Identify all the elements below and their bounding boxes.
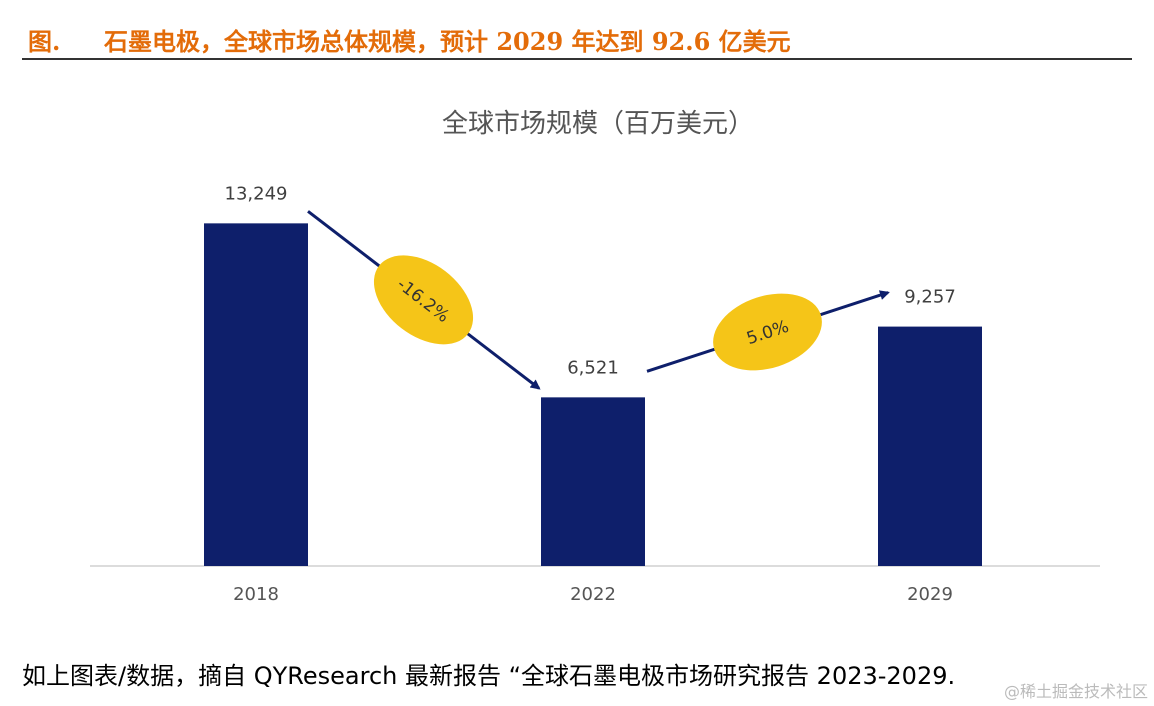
source-note: 如上图表/数据，摘自 QYResearch 最新报告 “全球石墨电极市场研究报告…	[22, 662, 956, 690]
watermark: @稀土掘金技术社区	[1003, 678, 1148, 702]
x-tick-label-2018: 2018	[233, 584, 279, 605]
figure-header: 图. 石墨电极，全球市场总体规模，预计 2029 年达到 92.6 亿美元	[22, 18, 1132, 60]
x-tick-label-2029: 2029	[907, 584, 953, 605]
bar-chart: 全球市场规模（百万美元） 13,249 2018 6,521 2022 9,257 202…	[90, 109, 1100, 605]
growth-badge-1	[373, 255, 474, 345]
data-label-2018: 13,249	[225, 183, 288, 204]
figure-caption: 石墨电极，全球市场总体规模，预计 2029 年达到 92.6 亿美元	[104, 27, 791, 56]
x-tick-label-2022: 2022	[570, 584, 616, 605]
figure-label: 图.	[28, 27, 61, 56]
chart-title: 全球市场规模（百万美元）	[442, 109, 754, 139]
bar-2029	[878, 326, 982, 566]
growth-badge-2	[713, 293, 822, 371]
data-label-2029: 9,257	[904, 287, 956, 308]
bar-2022	[541, 397, 645, 566]
data-label-2022: 6,521	[567, 357, 619, 378]
bar-2018	[204, 223, 308, 566]
